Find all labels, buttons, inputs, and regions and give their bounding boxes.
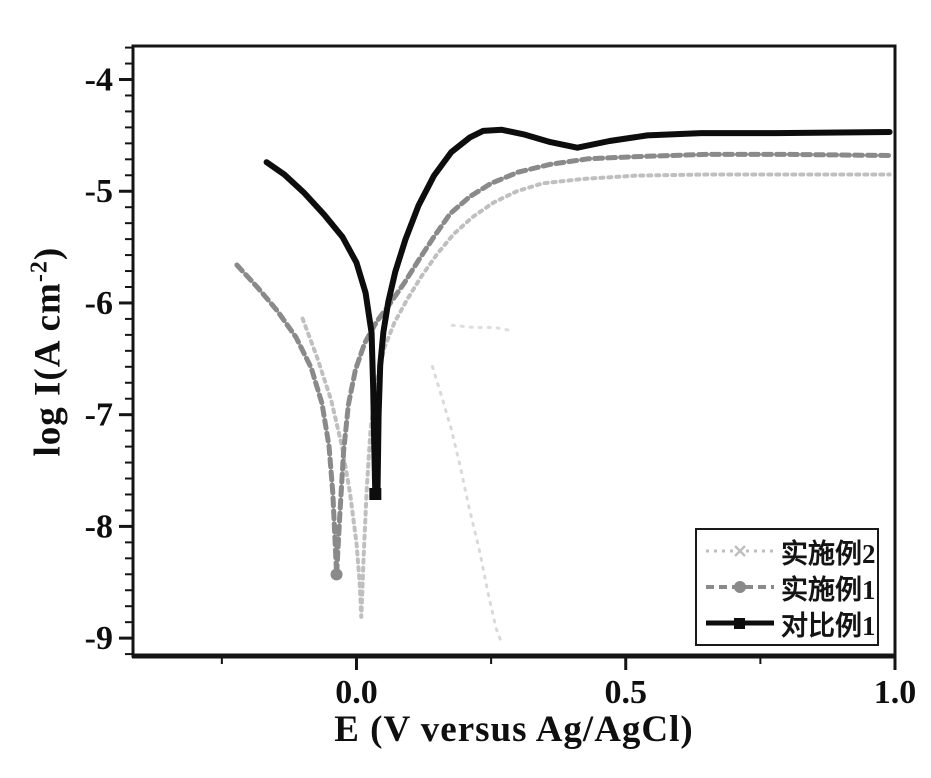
- legend-line-sample-example-2: [706, 545, 774, 557]
- y-axis-label: log I(A cm-2): [26, 152, 69, 552]
- x-tick-label: 0.5: [604, 674, 647, 711]
- y-axis-label-superscript: -2: [26, 260, 53, 283]
- x-tick-label: 1.0: [874, 674, 917, 711]
- legend-sample-circle-marker: [734, 581, 746, 593]
- legend-sample-x-marker: [734, 545, 746, 557]
- y-axis-label-close: ): [27, 246, 69, 261]
- legend-label-comparative-1: 对比例1: [781, 610, 876, 641]
- x-tick-label: 0.0: [335, 674, 378, 711]
- legend-item-example-2: 实施例2: [703, 534, 876, 569]
- y-tick-label: -7: [85, 397, 113, 434]
- y-tick-label: -9: [85, 620, 113, 657]
- y-tick-label: -8: [85, 508, 113, 545]
- curve-example-2: [300, 172, 892, 619]
- x-axis-label: E (V versus Ag/AgCl): [334, 709, 694, 750]
- legend-label-example-2: 实施例2: [781, 538, 876, 569]
- y-tick-label: -6: [85, 285, 113, 322]
- legend-line-sample-example-1: [706, 581, 774, 593]
- legend-line-sample-comparative-1: [706, 618, 774, 629]
- legend-box: 实施例2 实施例1 对比例1: [695, 528, 879, 646]
- legend-item-example-1: 实施例1: [703, 570, 876, 605]
- legend-sample-square-marker: [734, 618, 745, 629]
- faint-scan-trail-2: [450, 323, 515, 333]
- y-axis-label-text: log I(A cm: [27, 282, 69, 457]
- y-tick-label: -4: [85, 62, 113, 99]
- y-tick-label: -5: [85, 173, 113, 210]
- faint-scan-trail-1: [430, 365, 504, 646]
- legend-item-comparative-1: 对比例1: [703, 606, 876, 641]
- marker-example-1: [330, 568, 343, 581]
- curve-comparative-1: [263, 126, 893, 497]
- curve-example-1: [234, 151, 893, 577]
- legend-label-example-1: 实施例1: [781, 574, 876, 605]
- marker-comparative-1: [369, 488, 382, 501]
